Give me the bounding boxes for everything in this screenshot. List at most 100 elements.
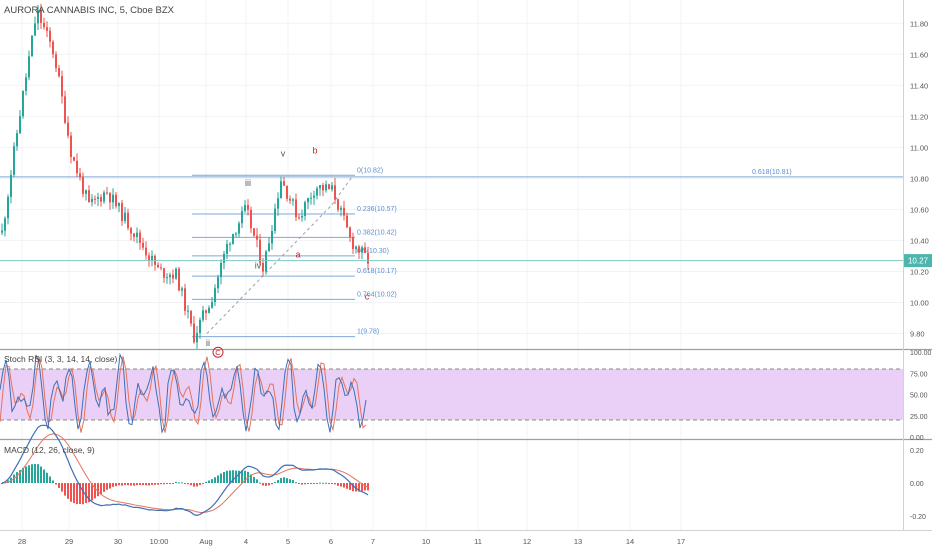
macd-histogram-bar (148, 483, 150, 486)
macd-histogram-bar (109, 483, 111, 489)
macd-histogram-bar (343, 483, 345, 488)
candle-body (133, 233, 135, 237)
macd-histogram-bar (226, 470, 228, 484)
macd-histogram-bar (202, 483, 204, 485)
candle-body (250, 209, 252, 229)
macd-histogram-bar (28, 465, 30, 484)
price-axis[interactable]: 11.80 11.60 11.40 11.20 11.00 10.80 10.60 10.40… (910, 19, 929, 338)
macd-histogram-bar (307, 483, 309, 485)
candle-body (43, 22, 45, 28)
candle-body (19, 116, 21, 134)
macd-histogram-bar (286, 478, 288, 484)
elliott-wave-labels: v iii iv ii b a c C (206, 146, 370, 358)
time-tick-label: 14 (626, 537, 634, 546)
candle-body (268, 243, 270, 252)
candle-body (322, 185, 324, 191)
candle-body (346, 215, 348, 228)
fib-level-label: 1(9.78) (357, 329, 379, 336)
candle-body (178, 268, 180, 291)
candle-body (319, 185, 321, 189)
macd-histogram-bar (283, 477, 285, 484)
macd-histogram-bar (268, 483, 270, 486)
macd-histogram-bar (259, 482, 261, 484)
macd-histogram-bar (160, 483, 162, 485)
candle-body (16, 133, 18, 147)
candle-body (55, 54, 57, 69)
candle-body (235, 233, 237, 235)
candle-body (97, 197, 99, 199)
candle-body (214, 288, 216, 303)
stoch-tick-label: 0.00 (910, 435, 924, 442)
fib-level-label: 0.236(10.57) (357, 206, 397, 213)
candle-body (292, 199, 294, 201)
stoch-rsi-title: Stoch RSI (3, 3, 14, 14, close) (4, 354, 118, 364)
macd-histogram-bar (61, 483, 63, 492)
candle-body (223, 253, 225, 263)
candle-body (109, 192, 111, 203)
symbol-title: AURORA CANNABIS INC, 5, Cboe BZX (4, 5, 175, 16)
macd-histogram-bar (337, 483, 339, 486)
time-tick-label: 6 (329, 537, 333, 546)
candle-body (301, 215, 303, 218)
macd-histogram-bar (34, 463, 36, 484)
macd-axis: 0.20 0.00 -0.20 (910, 448, 926, 521)
candle-body (37, 9, 39, 24)
candle-body (298, 217, 300, 219)
price-tick-label: 11.00 (910, 143, 928, 152)
price-tick-label: 10.60 (910, 205, 929, 214)
stoch-rsi-lines (0, 352, 367, 434)
candle-body (79, 173, 81, 177)
candle-body (334, 185, 336, 200)
time-tick-label: 28 (18, 537, 26, 546)
fib-level-label: 0.618(10.17) (357, 268, 397, 275)
macd-histogram-bar (154, 483, 156, 485)
candle-body (220, 262, 222, 278)
price-tick-label: 10.20 (910, 267, 929, 276)
candle-body (331, 185, 333, 190)
candle-body (172, 274, 174, 279)
price-tick-label: 9.80 (910, 329, 925, 338)
candle-body (196, 333, 198, 343)
macd-histogram-bar (187, 483, 189, 485)
macd-histogram-bar (181, 482, 183, 484)
macd-histogram-bar (331, 483, 333, 485)
candle-body (307, 197, 309, 203)
candle-body (52, 41, 54, 55)
macd-histogram-bar (289, 479, 291, 484)
candle-body (169, 274, 171, 278)
macd-histogram-bar (91, 483, 93, 501)
candle-body (286, 185, 288, 199)
candle-body (166, 277, 168, 279)
fib-level-label: 0.382(10.42) (357, 229, 397, 236)
wave-circle (212, 346, 224, 358)
macd-histogram-bar (70, 483, 72, 502)
macd-histogram-bar (262, 483, 264, 486)
macd-histogram-bar (256, 479, 258, 484)
current-price-badge (904, 254, 932, 268)
macd-histogram-bar (136, 483, 138, 486)
candle-body (151, 255, 153, 261)
candle-body (160, 267, 162, 269)
time-tick-label: 30 (114, 537, 122, 546)
time-tick-label: 4 (244, 537, 248, 546)
candle-body (49, 30, 51, 42)
wave-label: C (215, 348, 221, 357)
macd-histogram-bar (217, 475, 219, 484)
fibonacci-retracement[interactable]: 0(10.82) 0.236(10.57) 0.382(10.42) 0.5(10.3… (0, 167, 903, 338)
macd-histogram-bar (64, 483, 66, 496)
time-tick-label: 29 (65, 537, 73, 546)
time-tick-label: Aug (199, 537, 212, 546)
candle-body (181, 288, 183, 291)
candle-body (325, 184, 327, 191)
macd-histogram-bar (229, 470, 231, 484)
stoch-tick-label: 50.00 (910, 393, 928, 400)
candle-body (304, 202, 306, 216)
macd-histogram-bar (334, 483, 336, 485)
macd-histogram-bar (310, 483, 312, 485)
macd-histogram-bar (169, 483, 171, 485)
time-axis[interactable]: 28 29 30 10:00 Aug 4 5 6 7 10 11 12 13 14 17 (18, 537, 685, 546)
candle-body (274, 208, 276, 232)
wave-label: ii (206, 338, 210, 348)
macd-histogram-bar (94, 483, 96, 499)
